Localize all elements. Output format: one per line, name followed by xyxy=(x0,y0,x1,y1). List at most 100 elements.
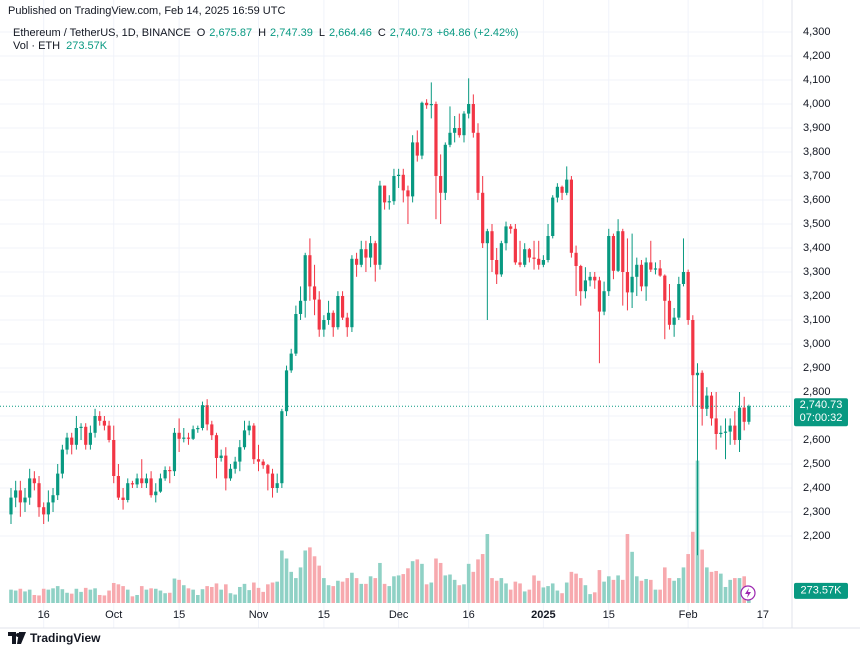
volume-bar xyxy=(144,589,149,603)
candle-body xyxy=(705,395,709,409)
volume-bar xyxy=(452,579,457,603)
volume-bar xyxy=(653,589,658,603)
price-tag-label: 2,740.73 xyxy=(800,399,843,411)
candle-body xyxy=(644,262,648,287)
candle-body xyxy=(42,507,46,515)
candle-body xyxy=(593,276,597,281)
candle-body xyxy=(532,257,536,259)
candle-body xyxy=(214,435,219,458)
volume-bar xyxy=(158,590,163,603)
candle-body xyxy=(672,317,676,325)
volume-bar xyxy=(705,567,709,603)
candle-body xyxy=(588,276,592,281)
legend-key: C xyxy=(377,27,386,39)
y-tick-label: 3,800 xyxy=(803,146,831,158)
volume-bar xyxy=(256,587,261,603)
candle-body xyxy=(182,437,186,439)
candle-body xyxy=(284,370,289,412)
candle-body xyxy=(485,231,489,244)
y-tick-label: 3,300 xyxy=(803,266,831,278)
volume-bar xyxy=(93,588,97,603)
candle-body xyxy=(448,132,452,145)
candle-body xyxy=(70,437,74,445)
volume-bar xyxy=(270,582,275,603)
volume-bar xyxy=(18,588,23,603)
volume-bar xyxy=(125,589,130,603)
volume-bar xyxy=(644,578,648,603)
axes: 2,2002,3002,4002,5002,6002,7002,8002,900… xyxy=(0,26,848,621)
candle-body xyxy=(719,432,723,434)
volume-bar xyxy=(27,589,32,603)
volume-bar xyxy=(51,588,55,603)
volume-name: Vol · ETH xyxy=(13,40,61,52)
candle-body xyxy=(602,291,606,312)
candle-body xyxy=(32,478,36,484)
volume-bar xyxy=(583,585,588,603)
candle-body xyxy=(677,284,681,318)
candle-body xyxy=(443,144,447,193)
volume-bar xyxy=(121,586,125,603)
volume-bar xyxy=(681,567,686,603)
volume-bar xyxy=(387,586,392,603)
candle-body xyxy=(154,491,158,496)
volume-bar xyxy=(228,593,233,603)
legend-key: O xyxy=(196,27,206,39)
volume-bar xyxy=(275,581,279,603)
candle-body xyxy=(303,255,307,301)
candle-body xyxy=(714,418,718,434)
volume-bar xyxy=(410,561,415,603)
candle-body xyxy=(74,428,78,445)
candle-body xyxy=(518,262,522,265)
candle-body xyxy=(373,243,377,265)
volume-bar xyxy=(261,591,265,603)
legend-value: 2,747.39 xyxy=(270,27,313,39)
volume-bar xyxy=(462,584,466,603)
x-tick-label: Nov xyxy=(249,609,269,621)
volume-bar xyxy=(130,596,135,603)
logo[interactable]: TradingView xyxy=(8,631,100,645)
volume-bar xyxy=(555,590,560,603)
candle-body xyxy=(527,249,531,258)
candle-body xyxy=(88,432,92,445)
candle-body xyxy=(397,174,401,176)
candle-body xyxy=(252,425,256,460)
candle-body xyxy=(560,186,564,193)
volume-bar xyxy=(485,534,490,603)
candle-body xyxy=(429,104,433,106)
volume-bar xyxy=(83,587,88,603)
candle-body xyxy=(733,425,737,440)
candle-body xyxy=(359,249,363,265)
volume-bar xyxy=(541,587,546,603)
candle-body xyxy=(667,300,672,325)
candle-body xyxy=(354,258,359,265)
candle-body xyxy=(275,483,279,488)
y-tick-label: 3,400 xyxy=(803,242,831,254)
volume-bar xyxy=(733,578,737,603)
volume-tag xyxy=(794,582,848,599)
volume-bar xyxy=(620,579,625,603)
y-tick-label: 4,000 xyxy=(803,98,831,110)
volume-bar xyxy=(466,563,471,603)
candle-body xyxy=(144,478,149,484)
candle-body xyxy=(551,197,555,236)
volume-bar xyxy=(139,586,144,603)
volume-bar xyxy=(345,578,350,603)
candle-body xyxy=(28,478,32,498)
volume-bar xyxy=(163,593,167,603)
volume-bar xyxy=(648,579,653,603)
volume-bar xyxy=(135,594,139,603)
volume-bar xyxy=(373,578,378,603)
volume-bar xyxy=(578,578,583,603)
candles xyxy=(9,78,751,556)
candle-body xyxy=(186,437,191,439)
candle-body xyxy=(415,142,419,156)
volume-bar xyxy=(107,590,111,603)
volume-bar xyxy=(728,579,732,603)
volume-bar xyxy=(23,591,27,603)
y-tick-label: 3,100 xyxy=(803,314,831,326)
volume-bar xyxy=(9,589,13,603)
candle-body xyxy=(579,266,583,292)
candle-body xyxy=(196,428,200,430)
